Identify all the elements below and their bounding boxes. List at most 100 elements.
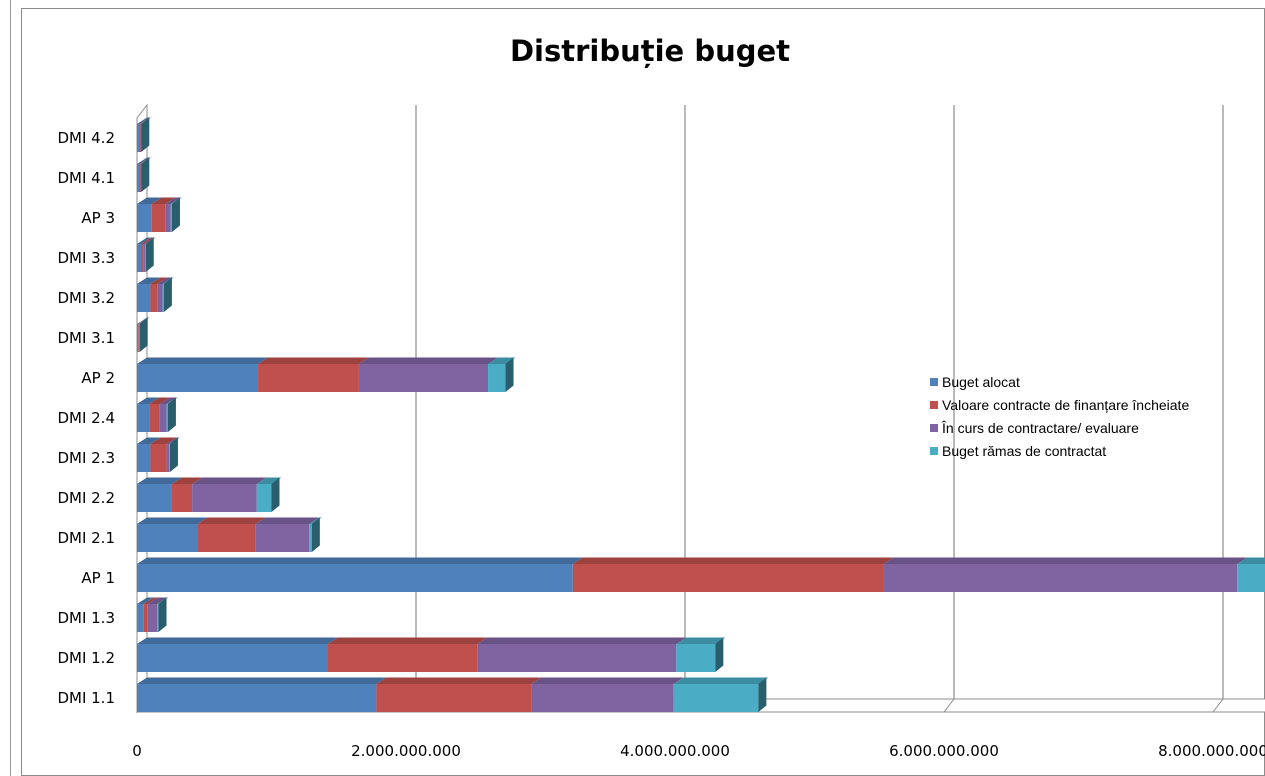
bar-segment [151,197,176,232]
bar-top-face [141,237,154,244]
x-tick-label: 4.000.000.000 [620,742,730,760]
bar-segment [673,677,769,712]
bar-front-face [1237,564,1265,592]
bar-front-face [137,524,198,552]
y-tick-label: DMI 2.2 [57,489,115,507]
bar-front-face [139,324,140,352]
bar-segment [137,637,338,672]
y-tick-label: AP 3 [81,209,115,227]
y-tick-label: DMI 1.3 [57,609,115,627]
bar-top-face [197,517,266,524]
bar-front-face [166,404,168,432]
bar-front-face [138,324,139,352]
bar-side-face [311,517,320,552]
bar-top-face [192,477,267,484]
bar-segment [258,357,369,392]
bar-segment [137,597,154,632]
bar-front-face [488,364,506,392]
bar-front-face [149,404,160,432]
legend-swatch [930,446,938,455]
bar-front-face [192,484,257,512]
bar-top-face [137,317,149,324]
bar-segment [137,357,269,392]
bar-top-face [137,397,160,404]
bar-front-face [157,284,163,312]
bar-front-face [137,644,328,672]
legend-swatch [930,377,938,386]
bar-front-face [137,364,259,392]
bar-top-face [137,357,269,364]
bar-top-face [1237,557,1265,564]
bar-segment [141,237,154,272]
y-tick-label: DMI 4.1 [57,169,115,187]
bar-segment [327,637,488,672]
gridline-floor [1212,698,1224,713]
bar-segment [143,597,158,632]
bar-top-face [883,557,1248,564]
bar-top-face [258,357,369,364]
bar-segment [531,677,684,712]
bar-front-face [162,284,164,312]
bar-top-face [137,477,182,484]
bar-segment [137,437,161,472]
y-tick-label: AP 2 [81,369,115,387]
bar-top-face [327,637,488,644]
bar-front-face [150,284,158,312]
bar-front-face [883,564,1238,592]
bar-top-face [137,557,583,564]
bar-top-face [165,197,181,204]
x-tick-label: 0 [132,742,142,760]
bar-side-face [171,197,180,232]
bar-top-face [673,677,769,684]
bar-front-face [143,604,148,632]
bar-segment [137,677,387,712]
bar-top-face [151,197,176,204]
bar-top-face [256,477,282,484]
bar-front-face [137,284,151,312]
bar-segment [256,477,282,512]
bar-front-face [376,684,532,712]
bar-front-face [138,324,140,352]
y-tick-label: DMI 2.1 [57,529,115,547]
bar-side-face [758,677,767,712]
bar-front-face [137,164,140,192]
legend-item: Buget alocat [930,370,1189,393]
bar-front-face [137,124,140,152]
bar-side-face [158,597,167,632]
bar-side-face [141,117,150,152]
bar-top-face [171,477,203,484]
bar-front-face [676,644,716,672]
bar-segment [137,557,583,592]
bar-front-face [145,244,146,272]
bar-top-face [676,637,726,644]
bar-front-face [165,204,171,232]
bar-top-face [143,597,158,604]
bar-side-face [139,317,148,352]
bar-side-face [163,277,172,312]
y-tick-label: DMI 2.4 [57,409,115,427]
bar-front-face [140,124,142,152]
bar-top-face [531,677,684,684]
bar-segment [171,477,203,512]
bar-front-face [531,684,674,712]
y-tick-label: DMI 1.2 [57,649,115,667]
bar-segment [883,557,1248,592]
bar-side-face [167,397,176,432]
bar-front-face [159,404,167,432]
bar-segment [157,277,173,312]
legend-item: Valoare contracte de finanțare încheiate [930,393,1189,416]
bar-segment [137,157,150,192]
y-tick-label: DMI 1.1 [57,689,115,707]
bar-top-face [488,357,516,364]
bar-side-face [145,237,154,272]
bar-segment [150,437,177,472]
legend-label: Valoare contracte de finanțare încheiate [942,396,1190,413]
bar-top-face [137,157,150,164]
bar-front-face [157,604,159,632]
bar-segment [159,397,177,432]
bar-side-face [271,477,280,512]
bar-top-face [147,597,168,604]
bar-top-face [572,557,894,564]
bar-front-face [137,444,151,472]
bar-segment [676,637,726,672]
